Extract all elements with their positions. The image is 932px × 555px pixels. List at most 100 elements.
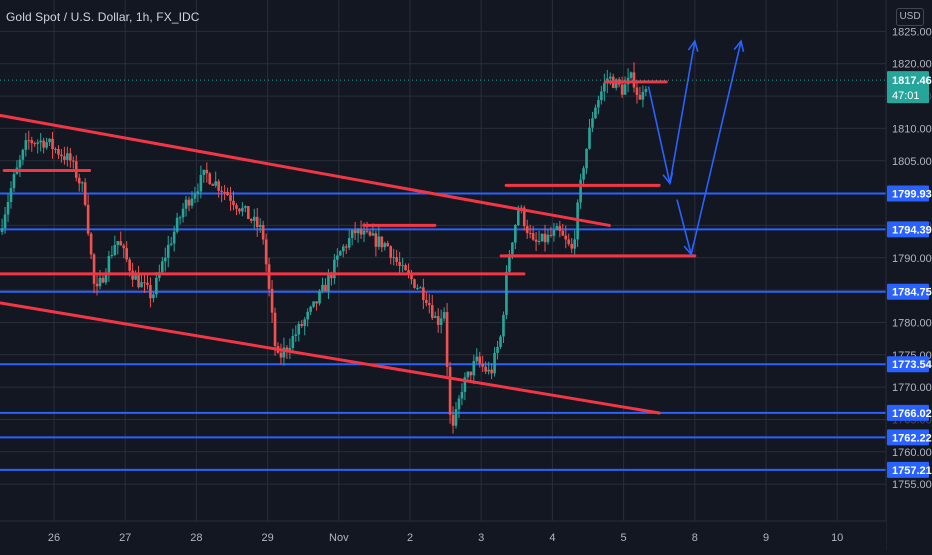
- arrow-head-up: [687, 39, 699, 52]
- candle-down: [570, 243, 573, 249]
- candle-up: [175, 217, 179, 232]
- candle-up: [161, 261, 164, 273]
- candle-down: [534, 239, 538, 242]
- candle-down: [564, 235, 568, 240]
- candle-down: [398, 261, 401, 266]
- time-tick-label: 29: [261, 532, 273, 544]
- candle-down: [395, 257, 398, 262]
- candle-down: [410, 273, 413, 280]
- candle-down: [543, 233, 547, 243]
- candle-up: [104, 274, 108, 283]
- candle-up: [603, 83, 606, 92]
- candle-down: [531, 233, 535, 240]
- candle-down: [57, 148, 60, 155]
- candle-down: [101, 277, 105, 283]
- candle-down: [359, 228, 363, 235]
- level-price-badge: [887, 221, 929, 238]
- candle-down: [528, 232, 532, 234]
- candle-up: [282, 347, 286, 358]
- level-price-label: 1766.02: [892, 408, 932, 420]
- candle-down: [247, 206, 250, 220]
- candle-up: [499, 336, 502, 347]
- candle-down: [490, 369, 493, 374]
- candle-down: [330, 275, 333, 279]
- candle-down: [187, 199, 191, 206]
- candle-up: [155, 277, 158, 295]
- price-tick-label: 1825.00: [892, 26, 932, 38]
- candle-down: [430, 305, 434, 318]
- candle-up: [502, 314, 505, 337]
- level-price-badge: [887, 404, 929, 421]
- candle-down: [445, 312, 449, 367]
- candle-down: [60, 154, 63, 157]
- candle-down: [146, 282, 149, 285]
- candle-up: [472, 361, 476, 376]
- candle-up: [181, 208, 185, 218]
- candle-up: [18, 159, 22, 168]
- candle-down: [267, 264, 271, 289]
- candle-up: [169, 243, 173, 245]
- candle-down: [389, 246, 393, 258]
- price-tick-label: 1805.00: [892, 156, 932, 168]
- candle-down: [149, 284, 152, 299]
- candle-down: [481, 363, 484, 367]
- level-price-badge: [887, 461, 929, 478]
- level-price-badge: [887, 185, 929, 202]
- candle-up: [36, 142, 39, 144]
- candle-up: [454, 409, 458, 426]
- candle-down: [315, 301, 318, 304]
- candle-up: [333, 259, 336, 279]
- level-price-label: 1794.39: [892, 224, 932, 236]
- candle-down: [324, 284, 327, 292]
- candle-down: [42, 140, 45, 148]
- price-tick-label: 1780.00: [892, 317, 932, 329]
- candle-up: [511, 242, 514, 255]
- time-tick-label: 28: [190, 532, 202, 544]
- candle-up: [288, 347, 292, 351]
- candle-down: [235, 205, 238, 209]
- candle-down: [425, 300, 428, 304]
- candle-up: [573, 239, 576, 249]
- candle-up: [9, 188, 13, 202]
- candle-down: [558, 226, 562, 231]
- candle-down: [620, 84, 624, 95]
- price-tick-label: 1810.00: [892, 123, 932, 135]
- candle-up: [327, 275, 330, 292]
- candle-up: [244, 206, 247, 208]
- candle-down: [407, 270, 410, 274]
- level-price-label: 1762.22: [892, 432, 932, 444]
- candle-up: [214, 181, 217, 186]
- candle-down: [238, 208, 241, 212]
- candle-up: [377, 236, 381, 247]
- time-tick-label: 2: [407, 532, 413, 544]
- candle-down: [285, 347, 289, 351]
- candle-down: [484, 366, 487, 372]
- price-tick-label: 1820.00: [892, 59, 932, 71]
- time-tick-label: 27: [119, 532, 131, 544]
- candle-up: [258, 225, 262, 227]
- time-tick-label: 10: [831, 532, 843, 544]
- candle-down: [137, 275, 140, 288]
- candle-up: [416, 287, 419, 289]
- candle-up: [350, 230, 354, 239]
- candle-down: [86, 204, 90, 234]
- projection-path: [647, 40, 696, 184]
- candle-down: [549, 234, 553, 236]
- level-price-badge: [887, 283, 929, 300]
- candle-down: [413, 279, 416, 288]
- candle-down: [69, 153, 72, 161]
- candle-down: [478, 356, 482, 364]
- candle-down: [250, 219, 253, 221]
- candlesticks: [0, 62, 648, 434]
- candle-down: [380, 236, 384, 248]
- candle-up: [463, 377, 467, 392]
- candle-up: [487, 369, 490, 372]
- candle-up: [152, 294, 155, 299]
- candle-down: [51, 138, 54, 150]
- candle-up: [321, 284, 324, 291]
- time-tick-label: 8: [692, 532, 698, 544]
- currency-badge[interactable]: USD: [896, 8, 924, 26]
- candle-up: [21, 149, 25, 160]
